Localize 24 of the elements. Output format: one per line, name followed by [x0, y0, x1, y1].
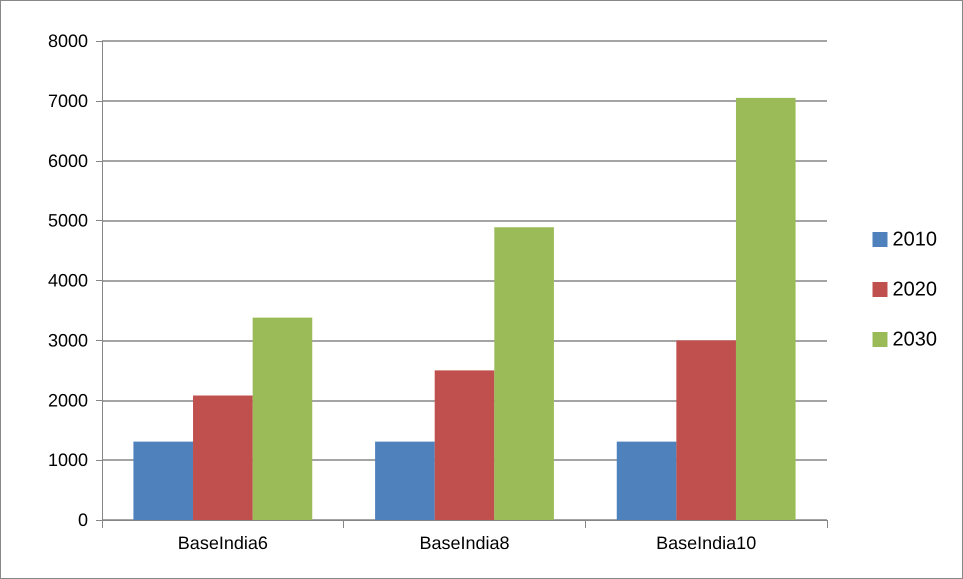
bar [736, 98, 796, 520]
bar [133, 442, 194, 520]
y-tick-label: 4000 [48, 270, 88, 290]
bar [676, 340, 736, 520]
y-tick-label: 8000 [48, 31, 88, 51]
y-tick-label: 7000 [48, 90, 88, 111]
legend-label: 2030 [892, 328, 938, 350]
x-tick-label: BaseIndia10 [656, 533, 756, 553]
bar [434, 370, 494, 520]
y-tick-label: 5000 [48, 210, 88, 231]
y-tick-label: 3000 [48, 330, 88, 350]
bar [375, 442, 435, 520]
y-tick-label: 6000 [48, 150, 88, 171]
x-tick-label: BaseIndia6 [178, 533, 268, 553]
bar [616, 442, 676, 520]
legend-label: 2020 [892, 278, 938, 300]
bar [494, 227, 554, 520]
bar [252, 318, 312, 520]
x-tick-label: BaseIndia8 [419, 533, 510, 553]
bar [193, 395, 253, 520]
y-tick-label: 2000 [48, 390, 88, 410]
y-tick-label: 1000 [48, 450, 88, 470]
legend-label: 2010 [892, 228, 938, 250]
y-tick-label: 0 [78, 510, 88, 530]
